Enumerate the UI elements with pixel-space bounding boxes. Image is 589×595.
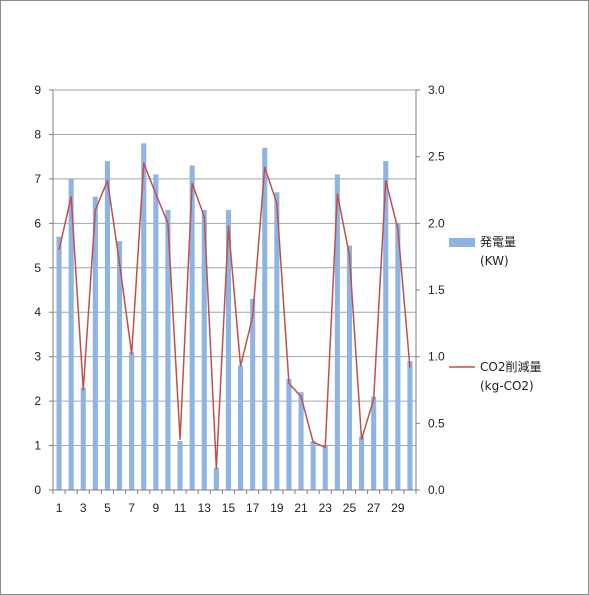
bar [371,396,377,490]
bar [165,210,171,490]
legend-label-bar: (KW) [480,254,509,268]
left-axis-tick-label: 0 [34,483,41,497]
bar [189,165,195,491]
bar [68,178,74,490]
right-axis-tick-label: 1.0 [428,350,445,364]
bar [274,192,280,490]
bar [225,210,231,490]
bar [359,436,365,490]
x-axis-ticks: 1 3 5 7 9 11 13 15 17 19 21 23 25 27 29 [56,501,405,515]
bar [80,387,86,490]
bar [383,161,389,490]
bar-series [56,143,413,491]
left-axis-tick-label: 3 [34,350,41,364]
x-axis-tick-label: 25 [343,501,357,515]
x-axis-tick-label: 15 [222,501,236,515]
right-axis-tick-label: 3.0 [428,83,445,97]
x-axis-tick-label: 7 [128,501,135,515]
bar [213,467,219,490]
legend-label-line: CO2削減量 [480,359,541,374]
bar [177,441,183,490]
right-axis-tick-label: 0.5 [428,416,445,430]
left-axis-tick-label: 7 [34,172,41,186]
bar [286,378,292,490]
x-axis-tick-label: 13 [198,501,212,515]
line-series [58,162,411,470]
legend: 発電量 (KW) CO2削減量 (kg-CO2) [449,235,541,393]
bar [310,441,316,490]
left-axis-ticks: 0 1 2 3 4 5 6 7 8 9 [34,83,41,497]
bar [346,245,352,490]
bar [407,361,413,490]
left-axis-tick-label: 8 [34,127,41,141]
x-axis-tick-label: 29 [391,501,405,515]
bar [56,236,62,490]
bar [104,161,110,490]
bar [238,365,244,490]
left-axis-tick-label: 1 [34,439,41,453]
bar [153,174,159,490]
co2-line [58,162,411,470]
axes [49,89,420,494]
x-axis-tick-label: 23 [319,501,333,515]
x-axis-tick-label: 19 [270,501,284,515]
bar [201,210,207,490]
x-axis-tick-label: 1 [56,501,63,515]
left-axis-tick-label: 2 [34,394,41,408]
bar [298,392,304,490]
right-axis-tick-label: 1.5 [428,283,445,297]
legend-label-bar: 発電量 [480,235,516,249]
left-axis-tick-label: 4 [34,305,41,319]
left-axis-tick-label: 5 [34,261,41,275]
bar [322,445,328,490]
legend-label-line: (kg-CO2) [480,379,534,393]
bar [334,174,340,490]
right-axis-tick-label: 2.5 [428,150,445,164]
legend-swatch-bar [449,238,475,247]
right-axis-ticks: 0.0 0.5 1.0 1.5 2.0 2.5 3.0 [428,83,445,497]
bar [395,223,401,491]
right-axis-tick-label: 2.0 [428,216,445,230]
bar [129,352,135,490]
bar [262,147,268,490]
bar [250,298,256,490]
bar [92,196,98,490]
x-axis-tick-label: 3 [80,501,87,515]
x-axis-tick-label: 17 [246,501,260,515]
x-axis-tick-label: 27 [367,501,381,515]
x-axis-tick-label: 21 [294,501,308,515]
left-axis-tick-label: 6 [34,216,41,230]
x-axis-tick-label: 11 [174,501,187,515]
bar [117,241,123,490]
x-axis-tick-label: 5 [104,501,111,515]
x-axis-tick-label: 9 [153,501,160,515]
left-axis-tick-label: 9 [34,83,41,97]
bar [141,143,147,491]
right-axis-tick-label: 0.0 [428,483,445,497]
